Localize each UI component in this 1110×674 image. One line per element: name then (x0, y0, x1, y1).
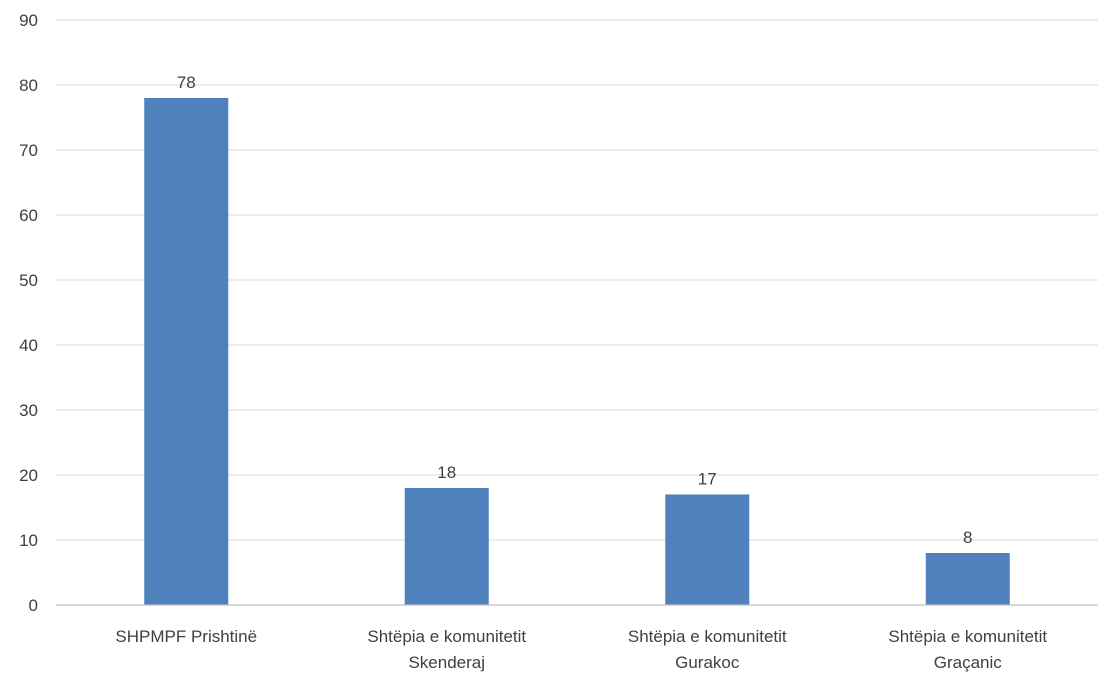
y-tick-label: 10 (19, 531, 38, 550)
x-category-label-line: Graçanic (934, 653, 1003, 672)
y-tick-label: 60 (19, 206, 38, 225)
x-category-label-line: Shtëpia e komunitetit (367, 627, 526, 646)
bar (925, 553, 1010, 605)
x-category-label-line: Shtëpia e komunitetit (628, 627, 787, 646)
y-axis-tick-labels: 0 10 20 30 40 50 60 70 80 90 (19, 11, 38, 615)
data-label: 78 (177, 73, 196, 92)
x-category-label-line: Shtëpia e komunitetit (888, 627, 1047, 646)
gridlines (56, 19, 1098, 541)
x-category-label: Shtëpia e komunitetit Skenderaj (367, 627, 526, 672)
data-label: 17 (698, 470, 717, 489)
x-category-label-line: Skenderaj (408, 653, 485, 672)
y-tick-label: 0 (29, 596, 38, 615)
x-category-label-line: Gurakoc (675, 653, 740, 672)
x-category-label: Shtëpia e komunitetit Gurakoc (628, 627, 787, 672)
data-labels: 78 18 17 8 (177, 73, 973, 547)
x-category-label: Shtëpia e komunitetit Graçanic (888, 627, 1047, 672)
y-tick-label: 90 (19, 11, 38, 30)
bar (665, 494, 750, 605)
y-tick-label: 50 (19, 271, 38, 290)
y-tick-label: 30 (19, 401, 38, 420)
y-tick-label: 70 (19, 141, 38, 160)
y-tick-label: 80 (19, 76, 38, 95)
data-label: 18 (437, 463, 456, 482)
x-category-label-line: SHPMPF Prishtinë (115, 627, 257, 646)
y-tick-label: 40 (19, 336, 38, 355)
x-axis-category-labels: SHPMPF Prishtinë Shtëpia e komunitetit Ske… (115, 627, 1047, 672)
bars (144, 98, 1010, 605)
bar (404, 488, 489, 605)
y-tick-label: 20 (19, 466, 38, 485)
x-category-label: SHPMPF Prishtinë (115, 627, 257, 646)
data-label: 8 (963, 528, 972, 547)
bar (144, 98, 229, 605)
